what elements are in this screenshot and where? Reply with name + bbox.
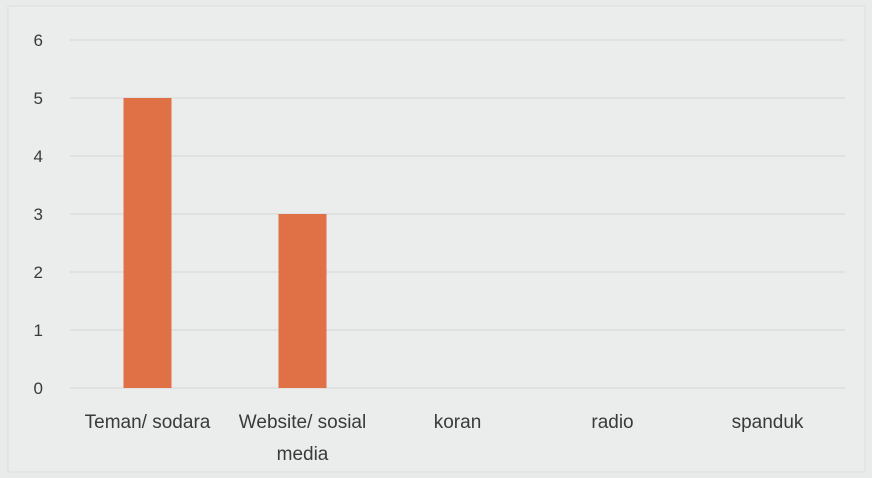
y-tick-label: 3: [34, 205, 43, 224]
y-tick-label: 4: [34, 147, 43, 166]
y-tick-label: 0: [34, 379, 43, 398]
category-label: spanduk: [732, 412, 804, 433]
y-tick-label: 2: [34, 263, 43, 282]
y-tick-label: 5: [34, 89, 43, 108]
category-label: radio: [591, 412, 633, 433]
y-tick-label: 6: [34, 31, 43, 50]
x-axis-categories: Teman/ sodara Website/ sosial media koran ra…: [85, 412, 804, 465]
category-label: media: [277, 444, 329, 465]
bars: [123, 98, 327, 388]
category-label: koran: [434, 412, 482, 433]
gridlines: [70, 39, 845, 389]
category-label: Website/ sosial: [239, 412, 366, 433]
bar: [278, 214, 327, 388]
bar: [123, 98, 172, 388]
category-label: Teman/ sodara: [85, 412, 211, 433]
y-tick-label: 1: [34, 321, 43, 340]
y-axis-ticks: 0 1 2 3 4 5 6: [34, 31, 43, 398]
